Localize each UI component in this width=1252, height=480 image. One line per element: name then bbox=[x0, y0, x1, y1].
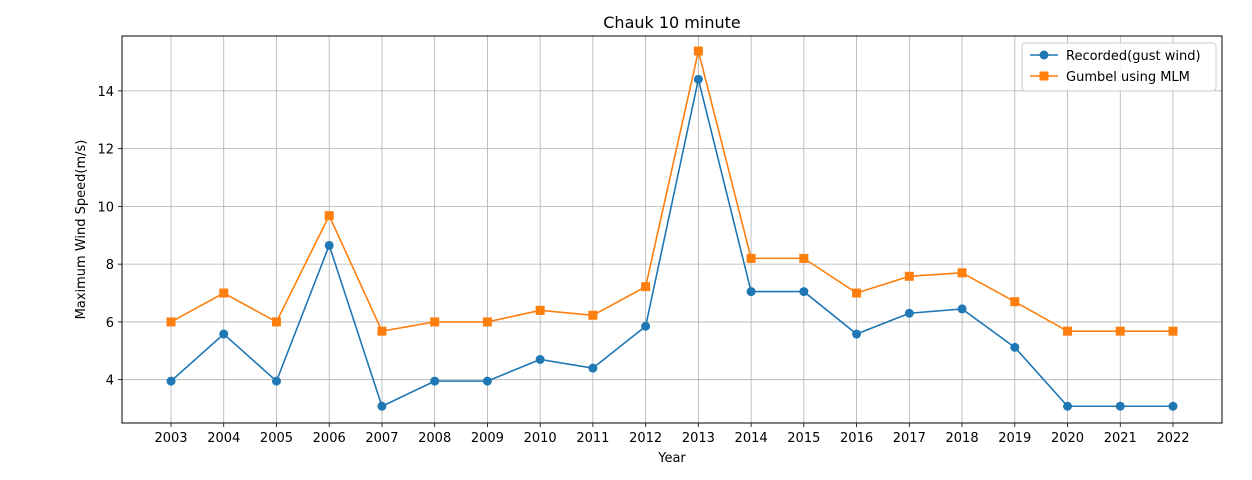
data-point bbox=[271, 317, 281, 327]
x-tick-label: 2011 bbox=[576, 431, 609, 446]
data-point bbox=[219, 329, 229, 339]
y-tick-label: 10 bbox=[97, 200, 114, 215]
x-tick-label: 2010 bbox=[524, 431, 557, 446]
data-point bbox=[377, 401, 387, 411]
legend-label: Recorded(gust wind) bbox=[1066, 49, 1201, 64]
data-point bbox=[799, 287, 809, 297]
data-point bbox=[482, 317, 492, 327]
x-tick-label: 2018 bbox=[946, 431, 979, 446]
data-point bbox=[166, 317, 176, 327]
y-tick-label: 8 bbox=[106, 258, 114, 273]
data-point bbox=[588, 310, 598, 320]
y-tick-label: 12 bbox=[97, 143, 114, 158]
x-tick-label: 2004 bbox=[207, 431, 240, 446]
data-point bbox=[904, 308, 914, 318]
data-point bbox=[1063, 401, 1073, 411]
x-tick-label: 2022 bbox=[1156, 431, 1189, 446]
data-point bbox=[746, 287, 756, 297]
data-point bbox=[957, 304, 967, 314]
x-tick-label: 2015 bbox=[787, 431, 820, 446]
data-point bbox=[799, 253, 809, 263]
legend-item: Recorded(gust wind) bbox=[1030, 49, 1201, 64]
data-point bbox=[430, 376, 440, 386]
data-point bbox=[1010, 342, 1020, 352]
legend-box bbox=[1021, 42, 1217, 92]
y-tick-label: 6 bbox=[106, 316, 114, 331]
y-axis-title: Maximum Wind Speed(m/s) bbox=[74, 140, 89, 320]
y-tick-label: 14 bbox=[97, 85, 114, 100]
data-point bbox=[904, 271, 914, 281]
x-tick-label: 2016 bbox=[840, 431, 873, 446]
data-point bbox=[482, 376, 492, 386]
data-point bbox=[535, 305, 545, 315]
grid bbox=[122, 36, 1222, 423]
data-point bbox=[852, 329, 862, 339]
legend-marker bbox=[1039, 50, 1049, 60]
x-tick-label: 2019 bbox=[998, 431, 1031, 446]
series-line bbox=[170, 50, 1173, 333]
legend-marker bbox=[1039, 71, 1049, 81]
legend-item: Gumbel using MLM bbox=[1030, 70, 1190, 85]
data-point bbox=[1168, 326, 1178, 336]
x-tick-label: 2012 bbox=[629, 431, 662, 446]
series-2 bbox=[166, 46, 1178, 336]
data-point bbox=[693, 74, 703, 84]
y-tick-label: 4 bbox=[106, 374, 114, 389]
data-point bbox=[588, 363, 598, 373]
data-point bbox=[324, 211, 334, 221]
data-point bbox=[377, 326, 387, 336]
series-1 bbox=[166, 74, 1178, 411]
data-point bbox=[852, 288, 862, 298]
data-point bbox=[324, 240, 334, 250]
legend: Recorded(gust wind) Gumbel using MLM bbox=[1021, 42, 1217, 92]
x-tick-label: 2017 bbox=[893, 431, 926, 446]
data-point bbox=[1010, 297, 1020, 307]
x-tick-label: 2021 bbox=[1104, 431, 1137, 446]
series-group bbox=[166, 46, 1178, 411]
plot-area bbox=[121, 35, 1223, 424]
x-axis-title: Year bbox=[657, 451, 686, 466]
data-point bbox=[535, 354, 545, 364]
x-tick-label: 2007 bbox=[365, 431, 398, 446]
data-point bbox=[693, 46, 703, 56]
data-point bbox=[1115, 401, 1125, 411]
x-tick-label: 2020 bbox=[1051, 431, 1084, 446]
data-point bbox=[219, 288, 229, 298]
data-point bbox=[641, 282, 651, 292]
x-tick-label: 2003 bbox=[154, 431, 187, 446]
data-point bbox=[1168, 401, 1178, 411]
data-point bbox=[271, 376, 281, 386]
x-axis: 2003 2004 2005 2006 2007 2008 2009 2010 2011 2012… bbox=[154, 423, 1190, 446]
x-tick-label: 2005 bbox=[260, 431, 293, 446]
data-point bbox=[1115, 326, 1125, 336]
series-line bbox=[170, 79, 1173, 408]
data-point bbox=[166, 376, 176, 386]
data-point bbox=[641, 321, 651, 331]
data-point bbox=[1063, 326, 1073, 336]
x-tick-label: 2013 bbox=[682, 431, 715, 446]
x-tick-label: 2009 bbox=[471, 431, 504, 446]
data-point bbox=[957, 268, 967, 278]
x-tick-label: 2014 bbox=[735, 431, 768, 446]
data-point bbox=[746, 253, 756, 263]
y-axis: 4 6 8 10 12 14 bbox=[97, 85, 122, 389]
data-point bbox=[430, 317, 440, 327]
x-tick-label: 2006 bbox=[313, 431, 346, 446]
x-tick-label: 2008 bbox=[418, 431, 451, 446]
legend-label: Gumbel using MLM bbox=[1066, 70, 1190, 85]
chart-title: Chauk 10 minute bbox=[603, 13, 740, 32]
